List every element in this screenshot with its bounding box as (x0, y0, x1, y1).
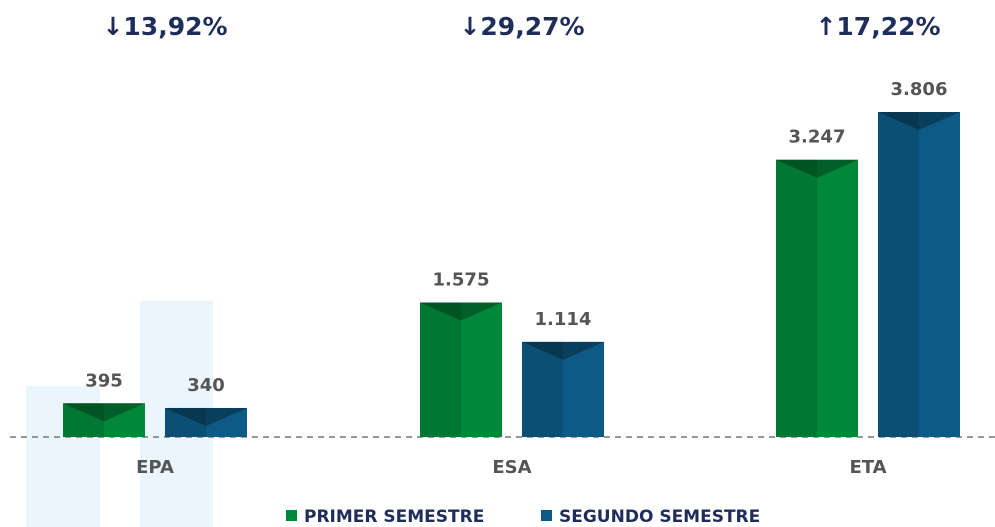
legend-swatch (286, 510, 297, 521)
change-annotation: ↑17,22% (815, 12, 940, 41)
bar (878, 112, 960, 437)
value-label: 3.247 (789, 127, 846, 148)
change-annotation: ↓29,27% (459, 12, 584, 41)
bar-top (522, 341, 604, 360)
bar-shade (776, 159, 817, 438)
bar (63, 403, 145, 437)
legend-label: PRIMER SEMESTRE (304, 507, 484, 527)
bar-shade (878, 112, 919, 437)
bar (776, 159, 858, 438)
value-label: 340 (187, 375, 225, 396)
bar-shade (165, 407, 206, 437)
bar (165, 407, 247, 437)
x-tick-label: EPA (136, 457, 174, 478)
x-tick-label: ETA (849, 457, 886, 478)
bar-top (878, 112, 960, 130)
bar-top (420, 302, 502, 321)
x-tick-label: ESA (492, 457, 531, 478)
legend-swatch (541, 510, 552, 521)
change-annotation: ↓13,92% (102, 12, 227, 41)
bar-shade (522, 341, 563, 437)
legend-label: SEGUNDO SEMESTRE (559, 507, 760, 527)
value-label: 1.575 (433, 270, 490, 291)
bar-top (776, 159, 858, 178)
bar-top (165, 407, 247, 426)
value-label: 3.806 (891, 79, 948, 100)
bar (420, 302, 502, 437)
bar-shade (420, 302, 461, 437)
value-label: 1.114 (535, 309, 592, 330)
bar-top (63, 403, 145, 422)
bar (522, 341, 604, 437)
value-label: 395 (85, 370, 123, 391)
bar-shade (63, 403, 104, 437)
